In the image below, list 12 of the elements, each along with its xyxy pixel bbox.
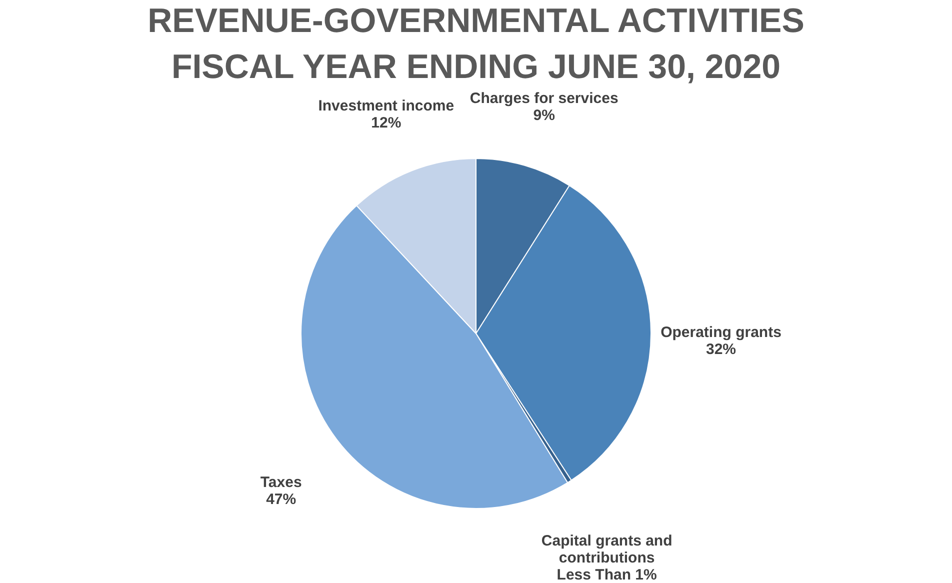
text: REVENUE-GOVERNMENTAL ACTIVITIES: [148, 2, 804, 40]
data-label: 12%: [371, 114, 402, 132]
slice-label: Charges for services: [470, 90, 618, 108]
data-label: 47%: [266, 490, 296, 508]
slice-label: Operating grants: [660, 324, 782, 341]
data-label: 32%: [706, 340, 736, 358]
text: FISCAL YEAR ENDING JUNE 30, 2020: [171, 48, 781, 86]
slice-label: Capital grants and contributions: [541, 532, 672, 567]
slice-label: Taxes: [260, 474, 302, 491]
slice-label: Investment income: [318, 98, 454, 115]
data-label: Less Than 1%: [556, 566, 657, 583]
data-label: 9%: [533, 107, 555, 124]
